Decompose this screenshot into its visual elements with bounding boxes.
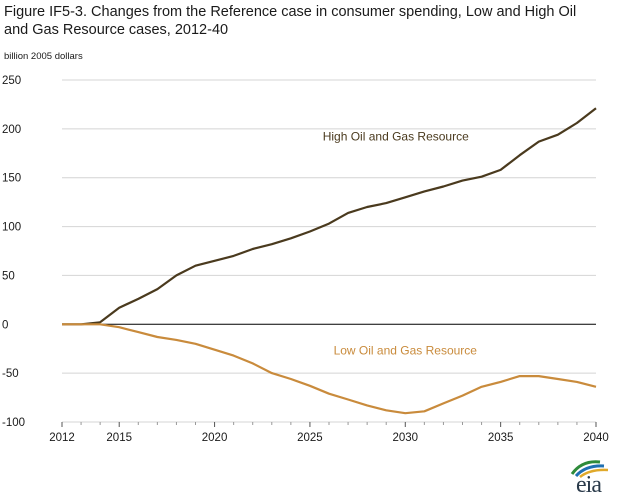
y-tick-label: -50 [2,368,19,380]
x-tick-label: 2020 [202,432,228,444]
x-tick-label: 2012 [49,432,75,444]
chart-title: Figure IF5-3. Changes from the Reference… [4,4,577,38]
y-tick-label: 250 [2,75,21,87]
eia-logo-text: eia [576,472,602,498]
series-label-low: Low Oil and Gas Resource [334,344,478,358]
x-tick-label: 2035 [488,432,514,444]
x-tick-labels: 2012 2015 2020 2025 2030 2035 2040 [49,432,609,444]
y-tick-label: 200 [2,124,21,136]
y-tick-labels: 250 200 150 100 50 0 -50 -100 [2,75,25,429]
eia-logo-swoosh-icon [570,460,609,479]
y-tick-label: 100 [2,222,21,234]
series-label-high: High Oil and Gas Resource [323,130,469,144]
series-labels: High Oil and Gas Resource Low Oil and Gas… [323,130,478,358]
x-tick-label: 2015 [106,432,132,444]
x-tick-label: 2025 [297,432,323,444]
y-tick-label: -100 [2,417,25,429]
y-tick-label: 0 [2,319,8,331]
x-tick-label: 2030 [392,432,418,444]
series-lines [62,107,597,415]
eia-logo: eia [566,458,614,498]
y-tick-label: 150 [2,173,21,185]
series-line-high [62,107,597,326]
x-tick-label: 2040 [583,432,609,444]
grid-lines [61,79,597,427]
series-line-low [62,323,597,415]
y-axis-units-label: billion 2005 dollars [4,51,83,62]
y-tick-label: 50 [2,270,15,282]
